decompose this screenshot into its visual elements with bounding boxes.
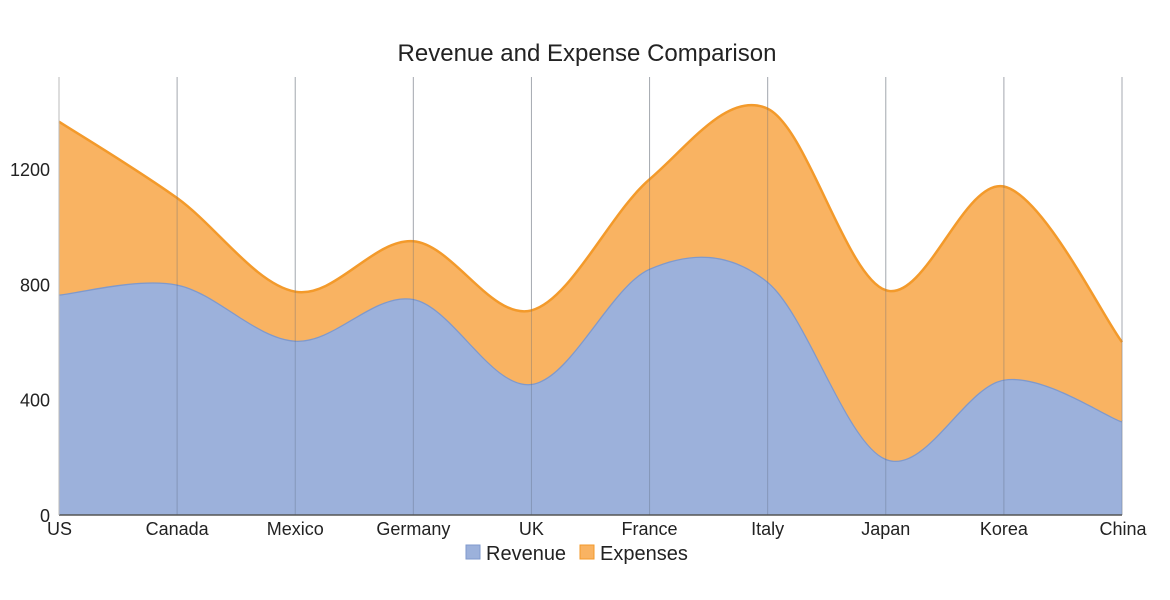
expenses-area [59,105,1122,461]
expenses-legend-label: Expenses [600,543,688,565]
y-tick-label: 400 [20,391,50,411]
x-tick-label: Mexico [267,519,324,539]
revenue-legend-swatch [465,544,481,560]
expenses-legend-swatch [579,544,595,560]
legend: Revenue Expenses [465,543,688,565]
x-tick-label: China [1099,519,1147,539]
area-layer [58,77,1123,515]
chart-title: Revenue and Expense Comparison [398,40,777,67]
x-tick-label: Canada [146,519,210,539]
revenue-area [59,256,1122,515]
x-tick-label: UK [519,519,544,539]
y-tick-label: 0 [40,506,50,526]
expenses-line [58,103,1123,343]
x-tick-label: France [622,519,678,539]
x-tick-label: Korea [980,519,1029,539]
revenue-legend-label: Revenue [486,543,566,565]
x-tick-label: Japan [861,519,910,539]
y-tick-label: 1200 [10,160,50,180]
x-tick-label: Germany [376,519,450,539]
x-tick-label: Italy [751,519,784,539]
x-tick-label: US [47,519,72,539]
axis-layer: 0 400 800 1200 US Canada Mexico Germany UK France… [10,77,1148,539]
y-tick-label: 800 [20,275,50,295]
